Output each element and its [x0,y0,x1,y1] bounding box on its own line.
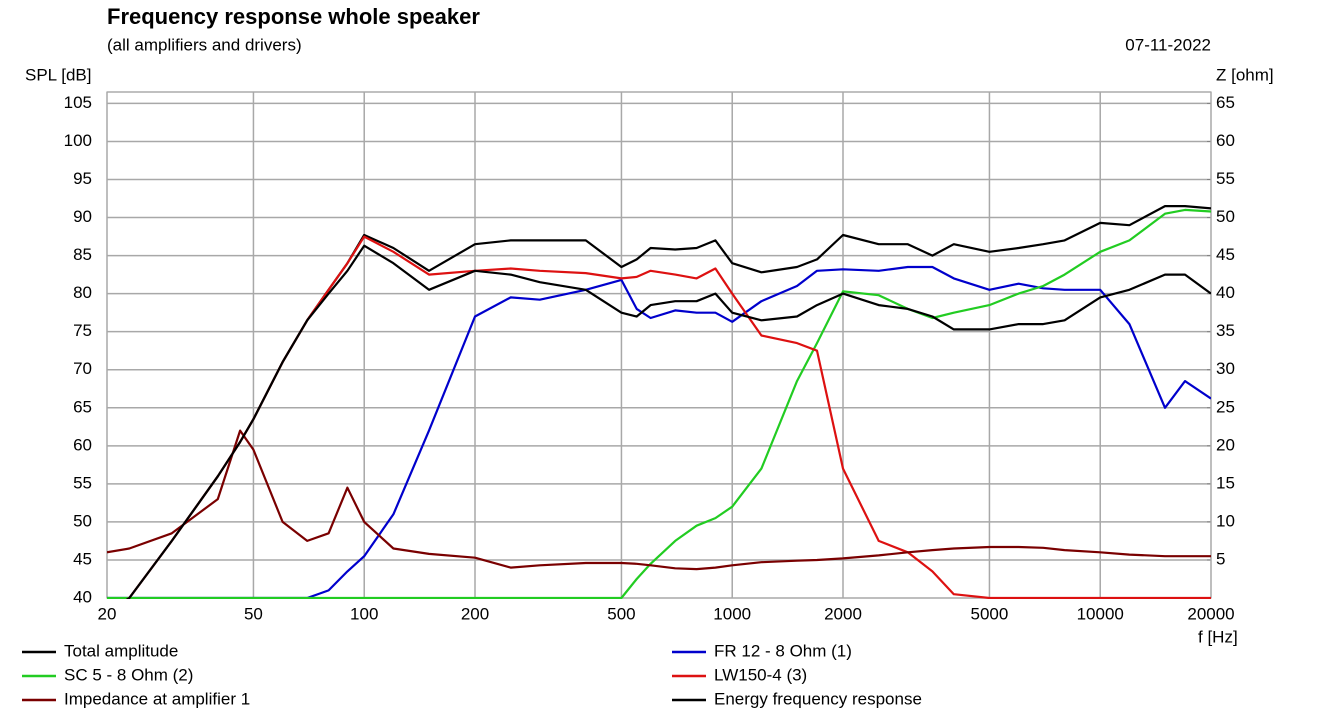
legend-label: SC 5 - 8 Ohm (2) [64,665,193,684]
y-tick-label: 40 [73,587,92,606]
y2-tick-label: 15 [1216,473,1235,492]
y-tick-label: 90 [73,207,92,226]
x-tick-label: 10000 [1077,604,1124,623]
y2-tick-label: 5 [1216,549,1225,568]
y-tick-label: 50 [73,511,92,530]
x-tick-label: 500 [607,604,635,623]
y2-tick-label: 55 [1216,169,1235,188]
x-tick-label: 50 [244,604,263,623]
chart-subtitle: (all amplifiers and drivers) [107,35,302,54]
series-line [107,208,1211,599]
x-tick-label: 1000 [713,604,751,623]
y2-tick-label: 60 [1216,131,1235,150]
legend-label: Total amplitude [64,641,178,660]
y-axis-label: SPL [dB] [25,65,91,84]
y-tick-label: 80 [73,283,92,302]
y-tick-label: 105 [64,93,92,112]
y2-tick-label: 50 [1216,207,1235,226]
y2-tick-label: 65 [1216,93,1235,112]
y-tick-label: 65 [73,397,92,416]
y-tick-label: 75 [73,321,92,340]
x-tick-label: 20000 [1187,604,1234,623]
x-tick-label: 5000 [971,604,1009,623]
series-line [107,429,1211,571]
y-tick-label: 60 [73,435,92,454]
y-tick-label: 55 [73,473,92,492]
y2-axis-label: Z [ohm] [1216,65,1274,84]
x-tick-label: 20 [98,604,117,623]
series-line [125,244,1211,599]
y2-tick-label: 25 [1216,397,1235,416]
legend-label: Energy frequency response [714,689,922,708]
y2-tick-label: 10 [1216,511,1235,530]
x-axis-label: f [Hz] [1198,627,1238,646]
y2-tick-label: 30 [1216,359,1235,378]
x-tick-label: 100 [350,604,378,623]
y2-tick-label: 20 [1216,435,1235,454]
y2-tick-label: 35 [1216,321,1235,340]
y-tick-label: 95 [73,169,92,188]
chart-date: 07-11-2022 [1125,35,1211,54]
x-tick-label: 2000 [824,604,862,623]
y-tick-label: 70 [73,359,92,378]
y-tick-label: 45 [73,549,92,568]
y2-tick-label: 40 [1216,283,1235,302]
legend-label: LW150-4 (3) [714,665,807,684]
plot-area [106,91,1212,599]
legend-label: FR 12 - 8 Ohm (1) [714,641,852,660]
y2-tick-label: 45 [1216,245,1235,264]
y-tick-label: 100 [64,131,92,150]
legend-label: Impedance at amplifier 1 [64,689,250,708]
chart-title: Frequency response whole speaker [107,4,480,29]
y-tick-label: 85 [73,245,92,264]
x-tick-label: 200 [461,604,489,623]
